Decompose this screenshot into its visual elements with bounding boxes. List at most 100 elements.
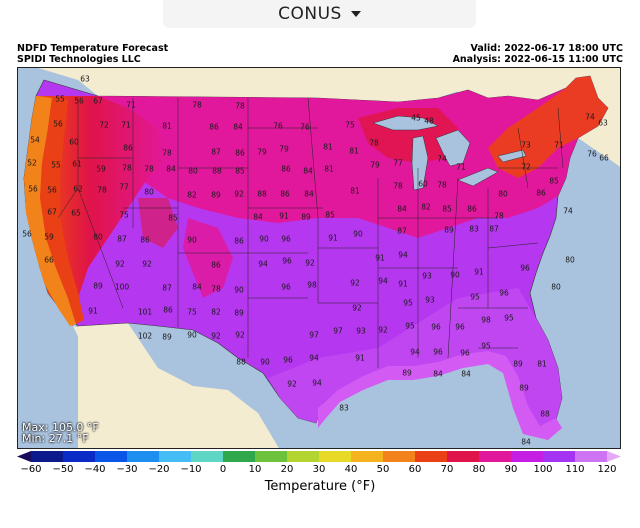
temperature-value: 92 (287, 379, 297, 389)
temperature-value: 94 (312, 378, 322, 388)
colorbar-tick-label: −40 (84, 464, 106, 475)
colorbar-segment (543, 451, 576, 462)
temperature-value: 91 (474, 267, 484, 277)
map-header-left: NDFD Temperature Forecast SPIDI Technolo… (17, 43, 168, 65)
temperature-value: 66 (44, 255, 54, 265)
temperature-value: 86 (280, 189, 290, 199)
temperature-value: 96 (282, 256, 292, 266)
temperature-value: 87 (397, 226, 407, 236)
colorbar-tick-label: 0 (219, 464, 227, 475)
temperature-value: 45 (411, 113, 421, 123)
temperature-value: 72 (521, 162, 531, 172)
colorbar-segment (127, 451, 160, 462)
temperature-value: 52 (27, 158, 37, 168)
temperature-value: 78 (369, 138, 379, 148)
temperature-value: 91 (375, 253, 385, 263)
temperature-value: 85 (325, 210, 335, 220)
temperature-value: 93 (425, 295, 435, 305)
canada-band (38, 68, 468, 102)
temperature-value: 55 (55, 94, 65, 104)
temperature-value: 91 (355, 353, 365, 363)
colorbar-tick-label: 10 (248, 464, 262, 475)
temperature-value: 92 (352, 303, 362, 313)
colorbar-min-extend (17, 451, 31, 462)
temperature-value: 90 (187, 235, 197, 245)
temperature-value: 78 (97, 185, 107, 195)
temperature-value: 95 (470, 292, 480, 302)
temperature-value: 101 (137, 307, 153, 317)
temperature-value: 56 (53, 119, 63, 129)
colorbar-segment (575, 451, 608, 462)
colorbar-tick-label: −60 (20, 464, 42, 475)
temperature-value: 89 (301, 212, 311, 222)
temperature-value: 88 (236, 357, 246, 367)
temperature-value: 55 (51, 160, 61, 170)
temperature-value: 74 (585, 112, 595, 122)
temperature-value: 73 (521, 140, 531, 150)
temperature-value: 94 (378, 276, 388, 286)
colorbar-tick-label: 80 (472, 464, 486, 475)
region-select[interactable]: CONUS (163, 0, 476, 28)
temperature-value: 77 (119, 182, 129, 192)
temperature-value: 88 (540, 409, 550, 419)
temperature-value: 95 (405, 321, 415, 331)
temperature-value: 56 (22, 229, 32, 239)
temperature-value: 89 (162, 332, 172, 342)
temperature-value: 67 (47, 207, 57, 217)
temperature-value: 86 (234, 236, 244, 246)
temperature-value: 56 (28, 184, 38, 194)
temperature-value: 91 (88, 306, 98, 316)
state-borders (57, 97, 564, 368)
max-min-readout: Max: 105.0 °F Min: 27.1 °F (22, 422, 99, 444)
colorbar-segment (95, 451, 128, 462)
map-graphic (18, 68, 620, 448)
temperature-value: 81 (324, 164, 334, 174)
temperature-value: 90 (353, 229, 363, 239)
colorbar-tick-label: 60 (408, 464, 422, 475)
colorbar-tick-label: 100 (533, 464, 553, 475)
temperature-value: 102 (137, 331, 153, 341)
temperature-value: 97 (333, 326, 343, 336)
temperature-value: 96 (281, 234, 291, 244)
temperature-value: 75 (119, 210, 129, 220)
temperature-value: 89 (519, 383, 529, 393)
temperature-value: 89 (513, 359, 523, 369)
temperature-value: 96 (433, 347, 443, 357)
map-source: SPIDI Technologies LLC (17, 54, 141, 65)
temperature-value: 87 (117, 234, 127, 244)
west-coast-red (40, 98, 84, 324)
temperature-value: 62 (73, 184, 83, 194)
temperature-map[interactable]: 63 55 56 67 71 78 78 56 72 71 81 86 84 76 76 75 45 48 74 63… (17, 67, 621, 449)
temperature-value: 90 (187, 330, 197, 340)
temperature-value: 67 (93, 96, 103, 106)
temperature-value: 65 (71, 208, 81, 218)
temperature-value: 80 (551, 282, 561, 292)
valid-time: Valid: 2022-06-17 18:00 UTC (470, 43, 623, 54)
analysis-time: Analysis: 2022-06-15 11:00 UTC (452, 54, 623, 65)
temperature-value: 77 (393, 158, 403, 168)
temperature-value: 88 (212, 166, 222, 176)
temperature-value: 86 (163, 305, 173, 315)
temperature-colorbar (17, 451, 621, 462)
temperature-value: 92 (378, 325, 388, 335)
temperature-value: 80 (565, 255, 575, 265)
temperature-value: 76 (300, 122, 310, 132)
colorbar-tick-label: 30 (312, 464, 326, 475)
temperature-value: 71 (456, 162, 466, 172)
temperature-value: 63 (80, 74, 90, 84)
temperature-value: 74 (563, 206, 573, 216)
temperature-value: 92 (234, 189, 244, 199)
temperature-value: 95 (504, 313, 514, 323)
temperature-value: 82 (187, 190, 197, 200)
pacific-coast-cool (24, 96, 76, 326)
temperature-value: 92 (235, 330, 245, 340)
colorbar-tick-label: 110 (565, 464, 585, 475)
temperature-value: 72 (99, 120, 109, 130)
temperature-value: 96 (283, 355, 293, 365)
temperature-value: 95 (403, 298, 413, 308)
colorbar-segment (287, 451, 320, 462)
temperature-value: 86 (235, 148, 245, 158)
temperature-value: 95 (481, 341, 491, 351)
temperature-value: 82 (421, 202, 431, 212)
temperature-value: 92 (350, 278, 360, 288)
